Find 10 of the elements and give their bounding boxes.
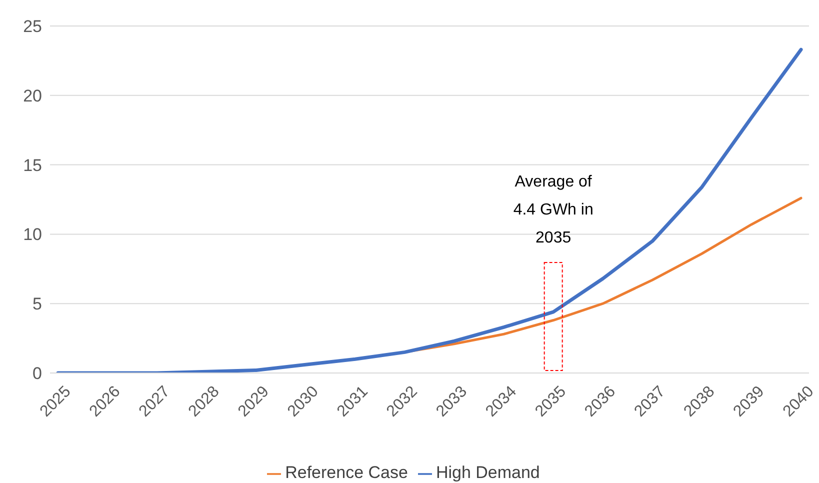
y-tick-label: 25 — [23, 17, 42, 36]
legend-label: High Demand — [436, 463, 540, 482]
y-tick-label: 20 — [23, 86, 42, 106]
legend-label: Reference Case — [285, 463, 408, 482]
line-series — [56, 48, 803, 373]
y-tick-label: 10 — [23, 225, 42, 244]
annotation: Average of 4.4 GWh in 2035 — [513, 173, 594, 246]
y-tick-label: 0 — [32, 364, 42, 384]
y-tick-label: 5 — [32, 294, 42, 314]
y-tick-label: 15 — [23, 156, 42, 175]
